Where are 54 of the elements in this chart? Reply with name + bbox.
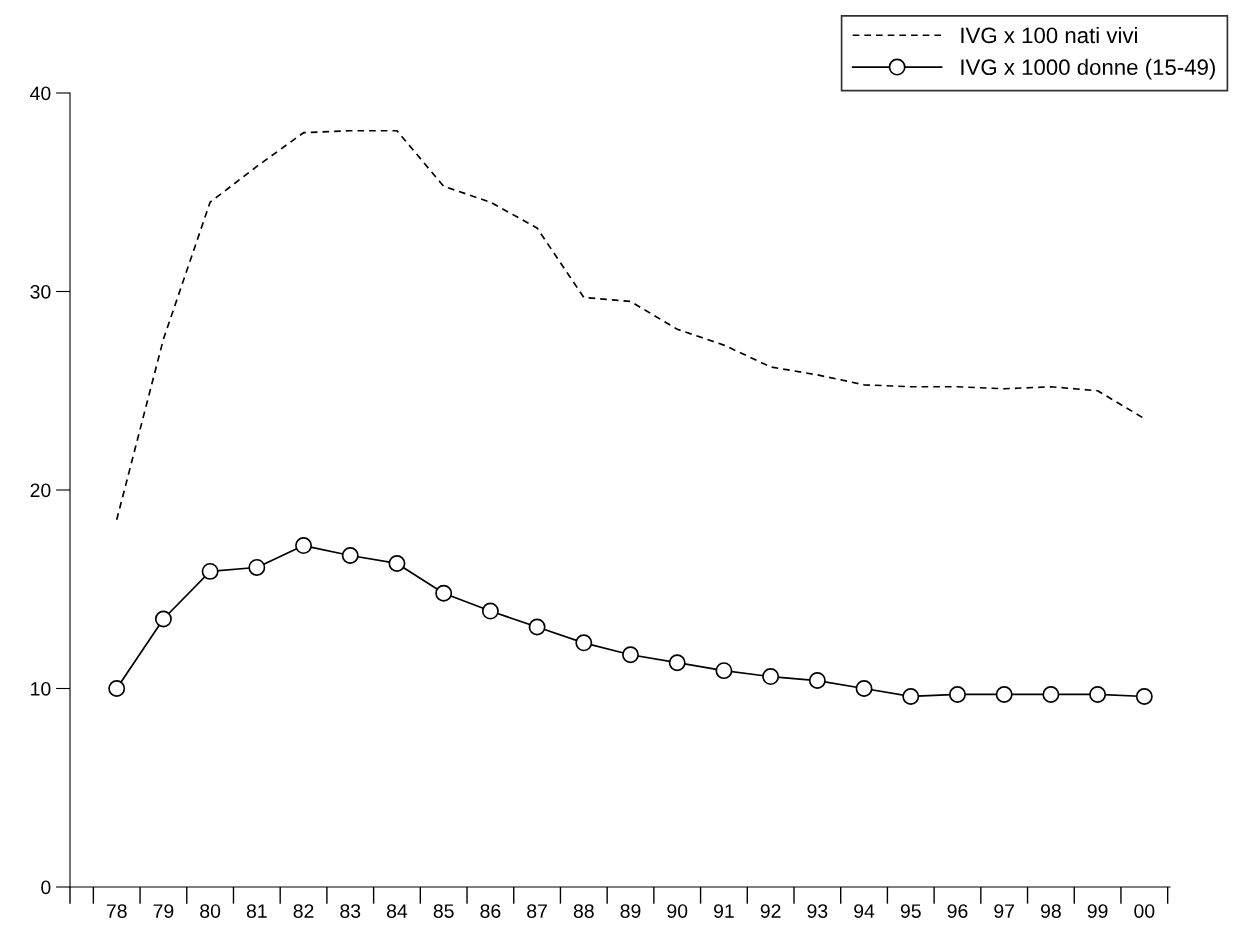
point [108, 680, 126, 697]
x-tick-label: 97 [994, 904, 1015, 918]
y-tick-label: 0 [41, 880, 51, 895]
x-tick-label: 95 [900, 904, 921, 918]
y-tick-label: 20 [30, 483, 51, 498]
point [1135, 687, 1153, 705]
point [1089, 685, 1107, 703]
x-tick-label: 82 [293, 904, 314, 918]
x-tick-label: 78 [106, 904, 127, 918]
point [154, 610, 172, 628]
legend-label: IVG x 1000 donne (15-49) [961, 58, 1215, 80]
x-tick-label: 86 [480, 904, 501, 918]
line-series [115, 129, 1146, 521]
x-tick-label: 92 [760, 904, 781, 918]
point [715, 662, 733, 680]
point [995, 685, 1013, 703]
point [201, 562, 219, 580]
x-tick-label: 94 [854, 904, 875, 918]
x-tick-label: 85 [433, 904, 454, 918]
x-tick-label: 84 [387, 904, 408, 918]
point [622, 646, 639, 664]
x-tick-label: 00 [1134, 904, 1155, 918]
point [575, 634, 593, 652]
point [388, 554, 406, 572]
x-tick-label: 93 [807, 904, 828, 918]
point [902, 687, 920, 705]
x-tick-label: 88 [573, 904, 594, 918]
point [808, 672, 826, 690]
x-tick-label: 81 [246, 904, 267, 918]
x-tick-label: 89 [620, 904, 641, 918]
x-tick-label: 79 [153, 904, 174, 918]
x-tick-label: 87 [527, 904, 547, 918]
x-tick-label: 91 [714, 904, 734, 918]
point [435, 584, 453, 602]
point [1042, 685, 1060, 703]
x-tick-label: 99 [1087, 904, 1108, 918]
point [948, 685, 966, 703]
point [248, 558, 266, 576]
point [341, 547, 359, 564]
point [668, 654, 686, 672]
y-tick-label: 10 [31, 681, 51, 696]
legend-label: IVG x 100 nati vivi [961, 26, 1137, 44]
point [528, 618, 546, 636]
point [762, 668, 780, 686]
y-tick-label: 30 [30, 284, 51, 299]
x-tick-label: 96 [947, 904, 968, 918]
point [855, 680, 873, 697]
x-tick-label: 80 [200, 904, 221, 918]
y-tick-label: 40 [30, 86, 51, 101]
point [481, 602, 499, 620]
x-tick-label: 83 [340, 904, 361, 918]
x-tick-label: 98 [1040, 904, 1061, 918]
point [295, 537, 313, 555]
x-tick-label: 90 [667, 904, 688, 918]
